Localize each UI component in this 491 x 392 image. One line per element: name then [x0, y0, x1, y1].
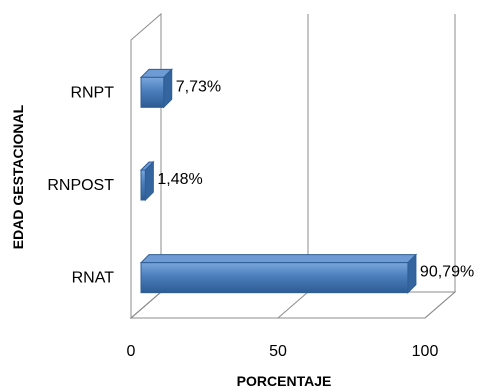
data-label: 7,73% [176, 78, 221, 95]
category-label: RNPT [70, 84, 114, 101]
x-tick-label: 100 [412, 343, 439, 360]
data-label: 90,79% [420, 264, 474, 281]
data-label: 1,48% [157, 171, 202, 188]
bar-front-face [140, 76, 165, 108]
category-label: RNPOST [47, 177, 114, 194]
floor-gridline [277, 291, 309, 319]
bars [139, 68, 418, 294]
bar-front-face [140, 169, 146, 201]
bar [139, 253, 418, 294]
labels: 0 50 100 7,73% RNPT 1,48% RNPOST 90,79% RNAT [47, 78, 474, 360]
floor-gridline [130, 291, 162, 319]
category-label: RNAT [72, 270, 115, 287]
x-tick-label: 0 [127, 343, 136, 360]
y-axis-title: EDAD GESTACIONAL [10, 104, 26, 249]
floor-gridline [424, 291, 456, 319]
x-axis-title: PORCENTAJE [237, 373, 332, 389]
x-tick-label: 50 [269, 343, 287, 360]
bar-front-face [140, 262, 409, 294]
bar [139, 160, 155, 202]
bar-top-face [139, 254, 418, 264]
bar [139, 68, 173, 109]
